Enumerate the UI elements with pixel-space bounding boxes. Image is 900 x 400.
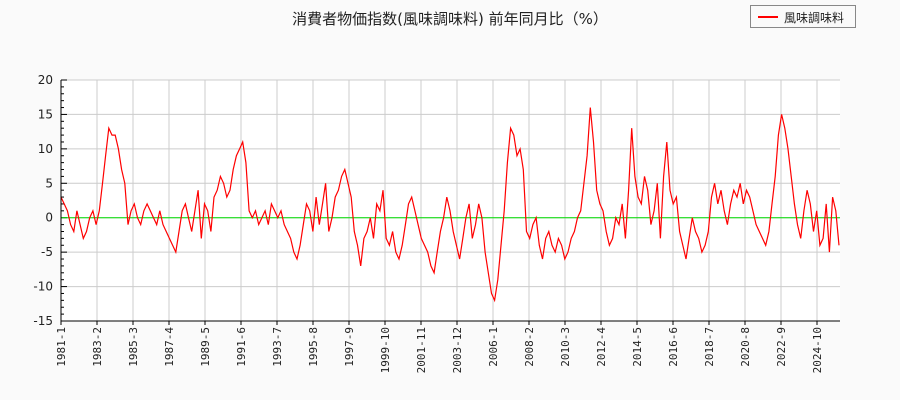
plot-area xyxy=(61,80,840,321)
x-tick-label: 2020-8 xyxy=(739,327,752,367)
chart-title: 消費者物価指数(風味調味料) 前年同月比（%） xyxy=(292,10,608,28)
legend: 風味調味料 xyxy=(750,5,856,28)
x-tick-label: 1999-10 xyxy=(379,327,392,373)
x-tick-label: 2012-4 xyxy=(595,327,608,367)
x-tick-label: 2016-6 xyxy=(667,327,680,367)
legend-label: 風味調味料 xyxy=(784,11,845,25)
y-tick-label: 0 xyxy=(45,211,53,225)
x-tick-label: 1991-6 xyxy=(235,327,248,367)
x-tick-label: 2006-1 xyxy=(487,327,500,367)
x-tick-label: 2008-2 xyxy=(523,327,536,367)
x-tick-label: 2014-5 xyxy=(631,327,644,367)
x-tick-label: 1983-2 xyxy=(91,327,104,367)
y-tick-label: -5 xyxy=(41,245,53,259)
x-tick-label: 2003-12 xyxy=(451,327,464,373)
y-tick-label: 15 xyxy=(38,107,53,121)
x-tick-label: 1993-7 xyxy=(271,327,284,367)
y-tick-label: 20 xyxy=(38,73,53,87)
x-tick-label: 1989-5 xyxy=(199,327,212,367)
x-tick-label: 2024-10 xyxy=(811,327,824,373)
y-tick-label: 10 xyxy=(38,142,53,156)
y-tick-label: 5 xyxy=(45,176,53,190)
y-tick-label: -10 xyxy=(33,280,53,294)
x-tick-label: 2022-9 xyxy=(775,327,788,367)
x-tick-label: 1997-9 xyxy=(343,327,356,367)
x-tick-label: 1995-8 xyxy=(307,327,320,367)
series-line xyxy=(60,107,840,303)
legend-swatch-line xyxy=(758,16,778,18)
x-tick-label: 2010-3 xyxy=(559,327,572,367)
x-tick-label: 1985-3 xyxy=(127,327,140,367)
x-tick-label: 1987-4 xyxy=(163,327,176,367)
x-tick-label: 2018-7 xyxy=(703,327,716,367)
y-tick-label: -15 xyxy=(33,314,53,328)
x-tick-label: 2001-11 xyxy=(415,327,428,373)
x-tick-label: 1981-1 xyxy=(55,327,68,367)
